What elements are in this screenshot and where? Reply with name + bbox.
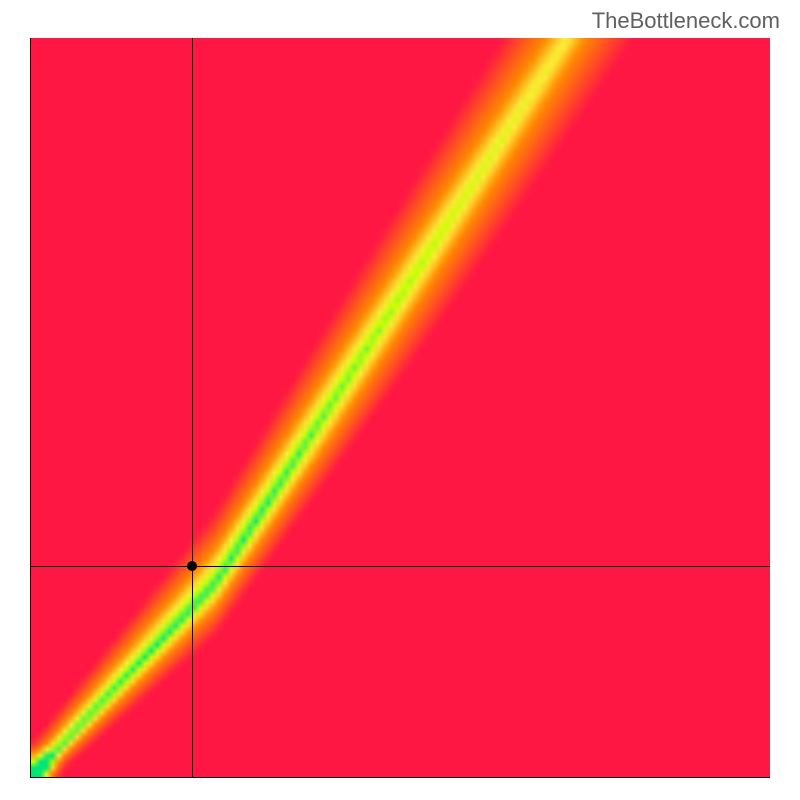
watermark-text: TheBottleneck.com (592, 8, 780, 34)
bottleneck-heatmap-plot (30, 38, 770, 778)
heatmap-canvas (31, 38, 770, 777)
